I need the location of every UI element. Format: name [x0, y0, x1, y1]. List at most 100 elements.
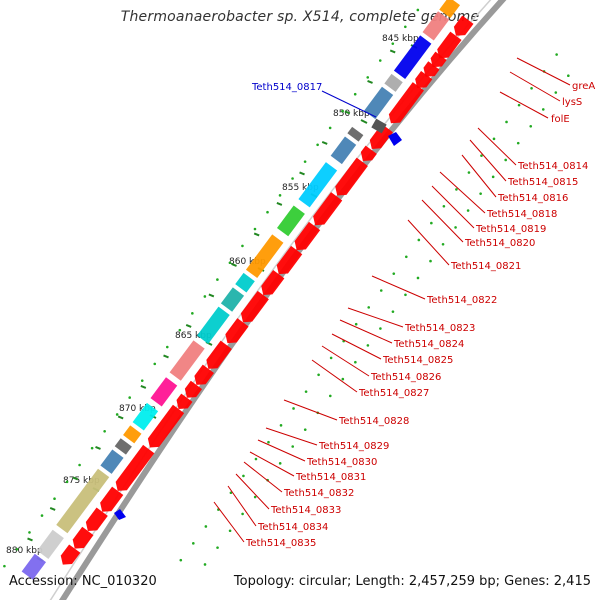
guide-dot: [530, 86, 533, 90]
guide-dot: [316, 143, 319, 147]
gene-feature: [415, 70, 433, 88]
guide-dot: [379, 289, 383, 292]
label-leaders: [213, 57, 571, 543]
feature-tick: [231, 263, 237, 267]
guide-dot: [15, 547, 19, 551]
guide-dot: [291, 445, 295, 448]
guide-dot: [304, 390, 308, 393]
guide-dot: [429, 259, 432, 263]
gene-feature: [115, 444, 155, 491]
gene-label: Teth514_0833: [270, 505, 341, 516]
guide-dot: [354, 360, 357, 364]
gene-feature: [430, 51, 447, 68]
gene-feature: [235, 272, 255, 293]
gene-label: Teth514_0835: [245, 538, 316, 549]
gene-feature: [220, 287, 245, 312]
kbp-tick: [360, 119, 368, 124]
gene-feature: [313, 192, 343, 226]
guide-dot: [392, 272, 396, 275]
guide-dot: [228, 529, 232, 533]
gene-feature: [169, 340, 205, 381]
gene-label: Teth514_0816: [497, 193, 568, 204]
gene-feature: [388, 82, 424, 124]
feature-tick: [253, 232, 260, 237]
feature-tick: [321, 141, 328, 145]
guide-dot: [128, 396, 131, 399]
gene-label: Teth514_0832: [283, 488, 354, 499]
gene-label: Teth514_0814: [517, 161, 588, 172]
gene-feature-dark: [371, 118, 387, 134]
guide-dot: [203, 295, 207, 298]
guide-dot: [103, 429, 106, 433]
gene-label: Teth514_0818: [486, 209, 557, 220]
leader-line: [477, 127, 517, 166]
guide-dot: [516, 141, 520, 145]
feature-tick: [49, 507, 56, 511]
gene-feature: [147, 404, 185, 448]
gene-feature: [206, 340, 232, 369]
guide-dot: [555, 53, 558, 56]
guide-dot: [391, 310, 395, 313]
gene-feature: [453, 15, 474, 36]
gene-feature: [393, 35, 432, 80]
gene-label: Teth514_0815: [507, 177, 578, 188]
feature-tick: [208, 293, 215, 298]
feature-tick: [276, 202, 283, 206]
guide-dot: [480, 154, 483, 157]
gene-label: Teth514_0825: [382, 355, 453, 366]
guide-dot: [479, 192, 482, 195]
guide-dot: [455, 188, 458, 191]
guide-dot: [529, 124, 533, 128]
gene-feature: [276, 245, 303, 275]
guide-dot: [153, 362, 157, 366]
guide-dot: [567, 74, 570, 78]
guide-dot: [179, 558, 183, 562]
leader-line: [243, 461, 283, 493]
leader-line: [469, 139, 507, 182]
gene-feature: [37, 529, 64, 559]
highlighted-gene-annotation: Teth514_0817: [251, 82, 377, 118]
leader-line: [311, 359, 358, 393]
gene-feature: [100, 449, 124, 474]
leader-line: [257, 439, 306, 462]
guide-dot: [341, 109, 344, 113]
guide-dot: [292, 407, 295, 410]
guide-dot: [303, 160, 307, 163]
guide-dot: [191, 312, 194, 315]
gene-label: Teth514_0828: [338, 416, 409, 427]
guide-dot: [253, 495, 257, 499]
kbp-label: 880 kbp: [6, 546, 43, 556]
highlighted-gene-feature: [388, 132, 402, 146]
guide-dot: [417, 238, 421, 242]
gene-label: lysS: [562, 97, 582, 108]
kbp-label: 860 kbp: [229, 257, 266, 267]
leader-line: [371, 275, 426, 300]
gene-label: Teth514_0834: [257, 522, 328, 533]
gene-feature: [194, 364, 214, 385]
gene-feature: [184, 380, 203, 398]
leader-line: [461, 154, 497, 198]
guide-dot: [228, 261, 232, 265]
highlighted-gene-label: Teth514_0817: [251, 82, 322, 93]
gene-feature: [360, 145, 377, 161]
kbp-scale: 845 kbp 850 kbp 855 kbp 860 kbp 865 kbp …: [6, 34, 419, 556]
map-title: Thermoanaerobacter sp. X514, complete ge…: [120, 9, 480, 25]
gene-feature: [114, 438, 132, 455]
leader-line: [213, 501, 245, 543]
leader-line: [265, 427, 318, 446]
leader-line: [431, 185, 475, 229]
gene-feature: [150, 377, 178, 407]
guide-dot: [391, 42, 395, 45]
guide-dot: [178, 328, 182, 332]
gene-feature: [276, 205, 305, 237]
gene-label: Teth514_0826: [370, 372, 441, 383]
accession-text: Accession: NC_010320: [9, 574, 157, 589]
gene-feature: [100, 486, 124, 512]
gene-label: Teth514_0822: [426, 295, 497, 306]
gene-feature: [176, 393, 193, 409]
gene-feature: [225, 318, 249, 344]
guide-dot: [367, 306, 371, 309]
gene-feature: [384, 73, 403, 92]
feature-tick: [344, 110, 351, 115]
guide-dot: [216, 278, 219, 281]
